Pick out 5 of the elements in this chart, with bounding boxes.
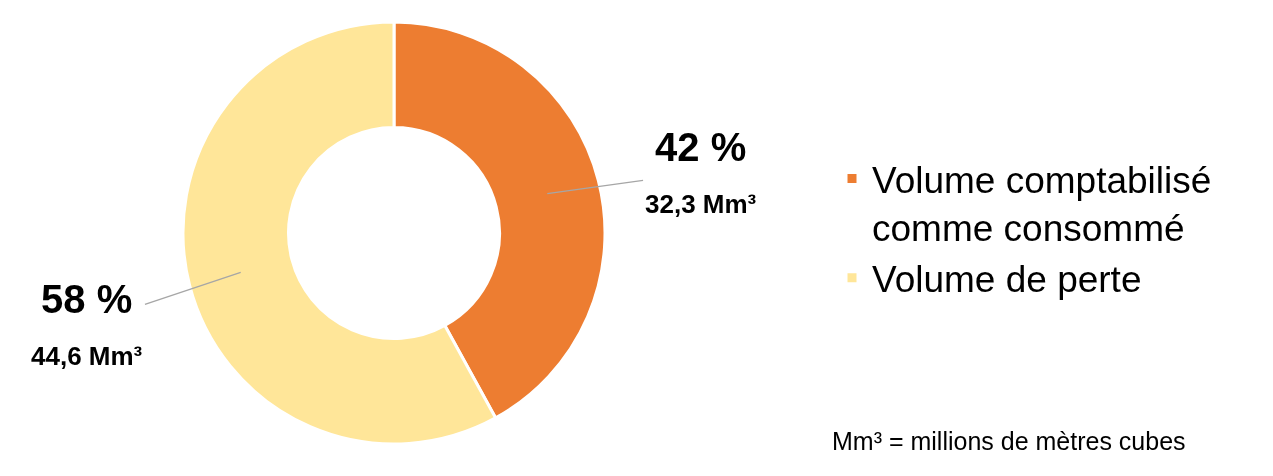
data-label: 42 % 32,3 Mm³ (645, 125, 757, 219)
legend-label: Volume comptabilisé comme consommé (872, 159, 1212, 250)
text: Mm³ = millions de mètres cubes (832, 427, 1186, 455)
legend-label: Volume de perte (872, 259, 1142, 301)
data-label: 58 % 44,6 Mm³ (31, 277, 143, 371)
